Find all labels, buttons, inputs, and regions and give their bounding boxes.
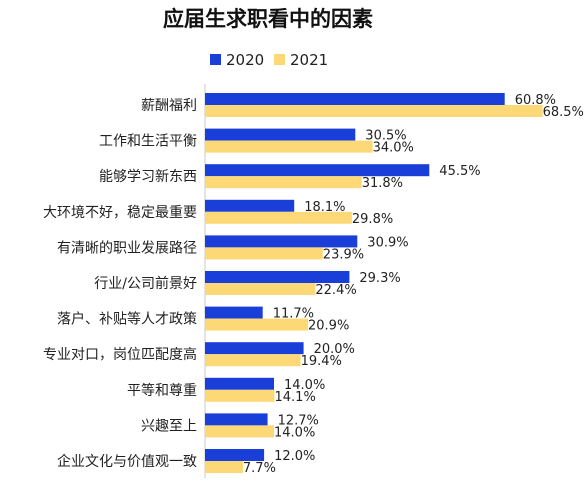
- bar-2020: [205, 128, 356, 141]
- value-label-2021: 19.4%: [301, 354, 342, 369]
- bar-2020: [205, 164, 430, 177]
- value-label-2021: 14.0%: [274, 425, 315, 440]
- category-label: 能够学习新东西: [99, 169, 197, 185]
- legend-swatch-2020: [210, 54, 221, 65]
- category-label: 大环境不好，稳定最重要: [43, 205, 197, 221]
- category-label: 兴趣至上: [141, 418, 197, 434]
- value-label-2020: 60.8%: [515, 93, 556, 108]
- category-labels: 薪酬福利工作和生活平衡能够学习新东西大环境不好，稳定最重要有清晰的职业发展路径行…: [43, 98, 197, 470]
- value-label-2021: 29.8%: [352, 212, 393, 227]
- legend-label-2021: 2021: [290, 51, 328, 69]
- bar-2020: [205, 449, 265, 461]
- value-label-2020: 45.5%: [439, 164, 480, 179]
- value-label-2021: 34.0%: [373, 141, 414, 156]
- bar-2021: [205, 425, 274, 438]
- bar-2021: [205, 461, 243, 473]
- bar-2020: [205, 235, 358, 248]
- bar-2021: [205, 283, 316, 295]
- bar-2021: [205, 105, 543, 117]
- bar-2021: [205, 140, 373, 153]
- value-label-2020: 11.7%: [273, 307, 314, 322]
- category-label: 行业/公司前景好: [94, 275, 197, 292]
- bar-2021: [205, 247, 323, 260]
- bar-2020: [205, 199, 295, 212]
- category-label: 企业文化与价值观一致: [57, 453, 197, 470]
- value-label-2020: 18.1%: [304, 200, 345, 215]
- bar-2021: [205, 354, 301, 367]
- value-labels: 60.8%68.5% 30.5%34.0% 45.5% 31.8% 18.1% 29.8%…: [243, 93, 584, 476]
- bar-2020: [205, 413, 268, 426]
- bar-2020: [205, 271, 350, 283]
- legend-label-2020: 2020: [226, 51, 264, 69]
- value-label-2021: 14.1%: [275, 390, 316, 405]
- category-label: 落户、补贴等人才政策: [57, 311, 197, 328]
- bar-2020: [205, 306, 263, 319]
- legend-swatch-2021: [274, 54, 285, 65]
- category-label: 平等和尊重: [127, 382, 197, 399]
- value-label-2021: 20.9%: [308, 319, 349, 334]
- value-label-2021: 31.8%: [362, 176, 403, 191]
- bar-2021: [205, 176, 362, 189]
- value-label-2021: 7.7%: [243, 461, 276, 476]
- value-label-2020: 29.3%: [359, 271, 400, 286]
- category-label: 薪酬福利: [141, 98, 197, 114]
- category-label: 工作和生活平衡: [99, 134, 197, 150]
- bar-2021: [205, 211, 352, 224]
- bars: [205, 93, 543, 473]
- bar-2021: [205, 389, 275, 402]
- bar-2020: [205, 342, 304, 355]
- value-label-2020: 30.5%: [365, 129, 406, 144]
- value-label-2020: 14.0%: [284, 378, 325, 393]
- value-label-2020: 12.0%: [274, 449, 315, 464]
- value-label-2021: 23.9%: [323, 247, 364, 262]
- legend: 2020 2021: [210, 51, 328, 69]
- bar-2020: [205, 93, 505, 105]
- category-label: 专业对口，岗位匹配度高: [43, 346, 197, 363]
- value-label-2021: 68.5%: [543, 105, 584, 120]
- value-label-2020: 30.9%: [367, 235, 408, 250]
- bar-2021: [205, 318, 308, 331]
- chart-title: 应届生求职看中的因素: [163, 7, 373, 31]
- value-label-2020: 20.0%: [314, 342, 355, 357]
- value-label-2021: 22.4%: [315, 283, 356, 298]
- category-label: 有清晰的职业发展路径: [57, 240, 197, 256]
- value-label-2020: 12.7%: [278, 413, 319, 428]
- bar-2020: [205, 377, 274, 390]
